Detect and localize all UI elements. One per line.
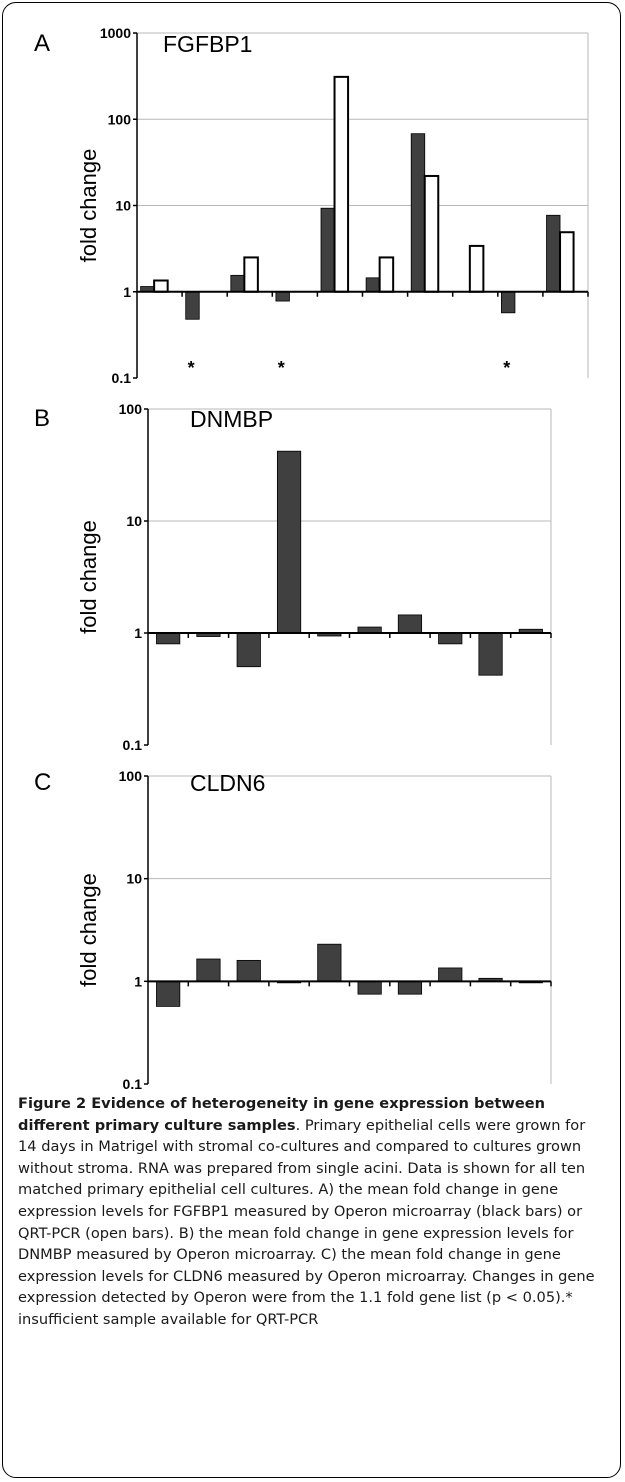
- y-axis-label: fold change: [76, 520, 101, 634]
- bar: [156, 980, 181, 1007]
- chart-fgfbp1: 0.1 1 10 100 1000 * * * A FGFBP1 fold change: [34, 25, 589, 386]
- bar: [275, 291, 290, 302]
- bar: [236, 632, 261, 668]
- bar: [438, 632, 463, 645]
- y-tick-label: 1: [134, 973, 142, 989]
- bar: [230, 274, 245, 293]
- bar: [410, 133, 426, 293]
- bar: [153, 279, 169, 293]
- y-tick-label: 1: [123, 284, 131, 300]
- bar: [468, 244, 485, 293]
- y-tick-label: 10: [126, 871, 142, 887]
- bar: [156, 632, 181, 645]
- bar: [357, 980, 382, 995]
- chart-title: DNMBP: [190, 406, 273, 432]
- y-axis-label: fold change: [76, 873, 101, 987]
- annotation-asterisk: *: [503, 358, 510, 378]
- caption-text: . Primary epithelial cells were grown fo…: [18, 1116, 595, 1328]
- bar: [365, 277, 381, 293]
- y-tick-label: 10: [115, 198, 131, 214]
- bar: [243, 256, 259, 293]
- annotation-asterisk: *: [188, 358, 195, 378]
- bar: [397, 614, 423, 634]
- y-tick-label: 1: [134, 625, 142, 641]
- bar: [559, 231, 575, 293]
- bar: [333, 75, 350, 293]
- bar: [546, 214, 561, 293]
- chart-dnmbp: 0.1 1 10 100 B DNMBP fold change: [34, 401, 552, 753]
- figure-caption: Figure 2 Evidence of heterogeneity in ge…: [18, 1093, 608, 1331]
- y-tick-label: 0.1: [123, 737, 143, 753]
- bar: [317, 943, 342, 982]
- chart-title: FGFBP1: [163, 31, 252, 57]
- y-tick-label: 100: [119, 768, 143, 784]
- annotation-asterisk: *: [278, 358, 285, 378]
- panel-letter: C: [34, 769, 51, 796]
- bar: [185, 291, 200, 320]
- bar: [196, 958, 221, 982]
- bar: [501, 291, 516, 314]
- bar: [378, 256, 395, 293]
- bar: [236, 959, 261, 982]
- y-tick-label: 100: [108, 111, 132, 127]
- panel-letter: B: [34, 405, 50, 432]
- chart-cldn6: 0.1 1 10 100 C CLDN6 fold change: [34, 768, 552, 1092]
- y-tick-label: 1000: [100, 25, 131, 41]
- y-tick-label: 0.1: [112, 370, 132, 386]
- y-axis-label: fold change: [76, 149, 101, 263]
- bar: [478, 632, 503, 676]
- y-tick-label: 10: [126, 513, 142, 529]
- caption-heading: Figure 2 Evidence of heterogeneity in ge…: [18, 1095, 546, 1134]
- y-tick-label: 0.1: [123, 1076, 143, 1092]
- y-tick-label: 100: [119, 401, 143, 417]
- bar: [320, 207, 335, 293]
- bar: [397, 980, 423, 995]
- bar: [423, 174, 440, 293]
- bar: [276, 450, 302, 634]
- chart-title: CLDN6: [190, 770, 265, 796]
- bar: [438, 967, 463, 982]
- panel-letter: A: [34, 30, 50, 57]
